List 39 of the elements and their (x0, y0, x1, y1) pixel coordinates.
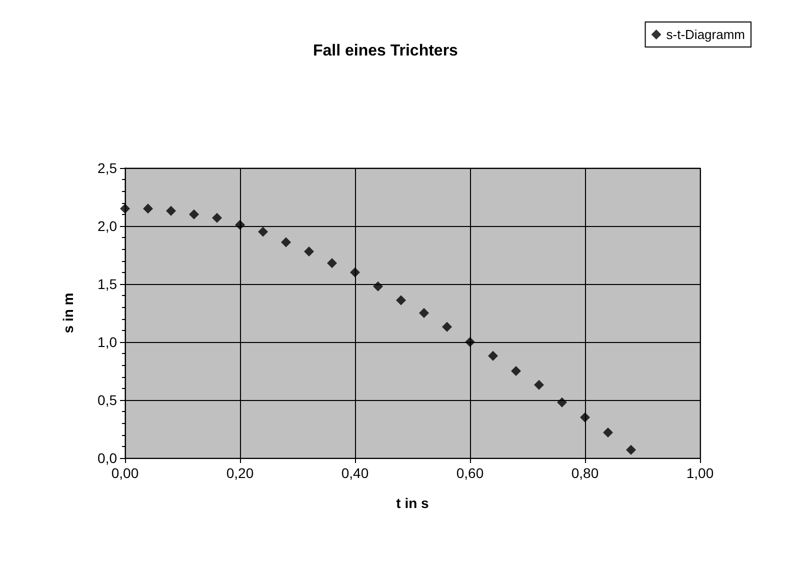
point (465, 337, 475, 347)
point (534, 380, 544, 390)
y-tick-label: 2,0 (98, 218, 118, 234)
y-tick-label: 2,5 (98, 160, 118, 176)
point (580, 412, 590, 422)
point (350, 267, 360, 278)
point (373, 281, 383, 292)
x-tick-label: 0,00 (111, 465, 139, 481)
point (189, 209, 199, 220)
point (626, 444, 636, 455)
legend-label: s-t-Diagramm (666, 27, 746, 42)
x-tick-label: 0,80 (571, 465, 599, 481)
point (281, 237, 291, 248)
y-tick-label: 1,0 (98, 334, 118, 350)
y-tick-label: 1,5 (98, 276, 118, 292)
y-tick-label: 0,0 (98, 450, 118, 466)
x-axis-title: t in s (396, 495, 430, 511)
point (603, 427, 613, 438)
point (258, 226, 268, 237)
chart-title: Fall eines Trichters (313, 42, 458, 60)
point (235, 220, 245, 230)
point (442, 322, 452, 332)
point (212, 212, 222, 223)
point (557, 397, 567, 408)
point (120, 204, 130, 214)
x-tick-label: 0,20 (226, 465, 254, 481)
point (396, 295, 406, 306)
y-tick-label: 0,5 (98, 392, 118, 408)
point (419, 308, 429, 318)
point (488, 350, 498, 361)
y-axis-title: s in m (60, 292, 76, 334)
x-tick-label: 0,60 (456, 465, 484, 481)
x-tick-label: 0,40 (341, 465, 369, 481)
point (327, 258, 337, 268)
point (304, 246, 314, 257)
point (143, 204, 153, 214)
point (166, 206, 176, 216)
x-tick-label: 1,00 (686, 465, 714, 481)
point (511, 366, 521, 376)
